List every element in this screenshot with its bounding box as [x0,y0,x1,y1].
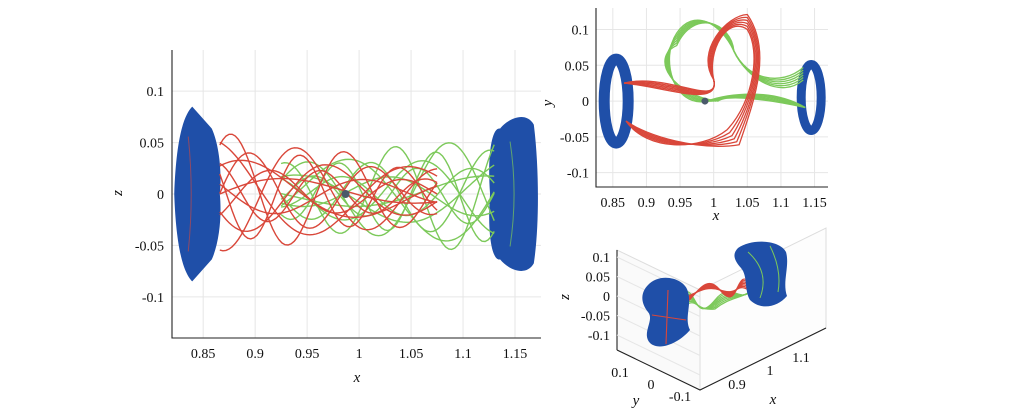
ylabel-xz: z [110,190,126,197]
xlabel-3d: x [769,392,777,408]
xtick-label-4: 1.05 [735,196,760,211]
ytick-label-3: -0.05 [135,239,164,254]
ytick-label-2: 0 [157,188,164,203]
ztick-label-4: -0.1 [588,329,610,344]
red-trajectory-xz-2 [220,142,437,235]
xlabel-xz: x [353,370,361,386]
xtick-label-5: 1.1 [454,347,472,362]
center-point-xz [342,190,350,198]
red-trajectory-xz-5 [220,148,437,251]
ytick-label-2: 0 [582,95,589,110]
ztick-label-3: -0.05 [581,310,610,325]
ytick-label-0: 0.1 [611,366,629,381]
ytick-label-0: 0.1 [147,85,165,100]
ytick-label-3: -0.05 [560,131,589,146]
xtick-label-2: 1.1 [792,351,810,366]
ytick-label-2: -0.1 [669,390,691,405]
xtick-label-5: 1.1 [772,196,790,211]
panel-xy: 0.85 0.9 0.95 1 1.05 1.1 1.150.10.050-0.05-0.1… [540,8,828,224]
xtick-label-3: 1 [356,347,363,362]
xtick-label-0: 0.85 [191,347,216,362]
xtick-label-0: 0.85 [601,196,626,211]
manifold-right [489,117,538,271]
ztick-label-1: 0.05 [586,271,611,286]
ylabel-xy: y [540,99,556,108]
xtick-label-6: 1.15 [802,196,827,211]
center-point-xy [701,98,708,105]
xtick-label-6: 1.15 [503,347,528,362]
ring-right [801,65,821,131]
trajectories-xy [624,14,805,146]
xtick-label-1: 1 [767,364,774,379]
manifold-left [174,107,220,282]
ylabel-3d: y [631,393,640,409]
xtick-label-2: 0.95 [295,347,320,362]
ytick-label-0: 0.1 [572,23,590,38]
ytick-label-4: -0.1 [142,291,164,306]
xtick-label-0: 0.9 [728,378,746,393]
ztick-label-0: 0.1 [593,251,611,266]
ztick-label-2: 0 [603,290,610,305]
zlabel-3d: z [557,294,573,301]
xtick-label-1: 0.9 [638,196,656,211]
ytick-label-1: 0.05 [565,59,590,74]
ytick-label-4: -0.1 [567,167,589,182]
xlabel-xy: x [712,208,720,224]
trajectories-xz [220,134,494,251]
red-loop-xy-2 [624,22,756,144]
xtick-label-1: 0.9 [246,347,264,362]
ytick-label-1: 0.05 [140,137,165,152]
red-loop-xy-5 [624,14,760,146]
xtick-label-2: 0.95 [668,196,693,211]
xtick-label-4: 1.05 [399,347,424,362]
panel-xz: 0.85 0.9 0.95 1 1.05 1.1 1.15 0.1 0.05 0 -0.05 -0.1… [110,50,541,386]
ytick-label-1: 0 [648,378,655,393]
panel-3d: 0.1 0.05 0 -0.05 -0.1 0.1 0 -0.1 0.9 1 1.1 z y x [557,228,826,409]
